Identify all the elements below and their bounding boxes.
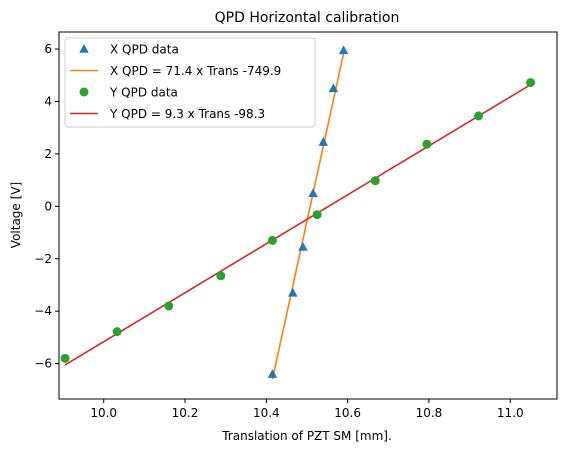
data-point-x-qpd bbox=[267, 369, 278, 378]
fit-lines bbox=[64, 47, 531, 380]
data-point-x-qpd bbox=[318, 137, 328, 146]
legend-handle-triangle bbox=[79, 44, 89, 53]
y-tick-label: −6 bbox=[34, 357, 52, 371]
legend-handle-circle bbox=[79, 87, 89, 97]
x-tick-label: 10.8 bbox=[416, 406, 443, 420]
x-tick-label: 10.4 bbox=[253, 406, 280, 420]
plot-frame bbox=[58, 31, 558, 400]
x-tick-label: 10.0 bbox=[90, 406, 117, 420]
data-point-y-qpd bbox=[370, 176, 380, 186]
y-tick-label: −4 bbox=[34, 304, 52, 318]
y-tick-label: 0 bbox=[44, 199, 52, 213]
data-point-y-qpd bbox=[312, 210, 322, 220]
data-point-y-qpd bbox=[216, 271, 226, 281]
y-tick-label: 2 bbox=[44, 147, 52, 161]
y-tick-label: 6 bbox=[44, 42, 52, 56]
chart-title: QPD Horizontal calibration bbox=[215, 10, 400, 26]
data-point-y-qpd bbox=[60, 353, 70, 363]
y-tick-label: −2 bbox=[34, 252, 52, 266]
data-point-y-qpd bbox=[422, 139, 432, 149]
fit-line-3 bbox=[64, 84, 531, 366]
y-tick-label: 4 bbox=[44, 94, 52, 108]
x-axis-label: Translation of PZT SM [mm]. bbox=[221, 429, 392, 443]
x-tick-label: 10.2 bbox=[172, 406, 199, 420]
y-axis-ticks: −6 −4 −2 0 2 4 6 bbox=[34, 42, 59, 371]
legend-label: X QPD data bbox=[110, 43, 179, 57]
data-point-y-qpd bbox=[267, 235, 277, 245]
data-point-y-qpd bbox=[526, 78, 536, 88]
legend-label: Y QPD data bbox=[109, 86, 178, 100]
data-point-y-qpd bbox=[112, 327, 122, 337]
data-point-x-qpd bbox=[328, 83, 339, 93]
legend-box bbox=[64, 37, 316, 128]
fit-line-1 bbox=[271, 47, 346, 380]
data-point-x-qpd bbox=[308, 188, 318, 197]
legend-label: Y QPD = 9.3 x Trans -98.3 bbox=[109, 107, 265, 121]
legend-label: X QPD = 71.4 x Trans -749.9 bbox=[110, 64, 281, 78]
legend: X QPD data X QPD = 71.4 x Trans -749.9 Y Q… bbox=[64, 37, 316, 128]
x-tick-label: 11.0 bbox=[497, 406, 524, 420]
data-point-x-qpd bbox=[338, 45, 349, 55]
data-points bbox=[60, 45, 536, 378]
y-axis-label: Voltage [V] bbox=[9, 182, 23, 248]
data-point-x-qpd bbox=[298, 241, 308, 251]
data-point-x-qpd bbox=[288, 287, 298, 297]
x-tick-label: 10.6 bbox=[334, 406, 361, 420]
x-axis-ticks: 10.0 10.2 10.4 10.6 10.8 11.0 bbox=[90, 399, 524, 420]
data-point-y-qpd bbox=[164, 301, 174, 311]
data-point-y-qpd bbox=[474, 111, 484, 121]
